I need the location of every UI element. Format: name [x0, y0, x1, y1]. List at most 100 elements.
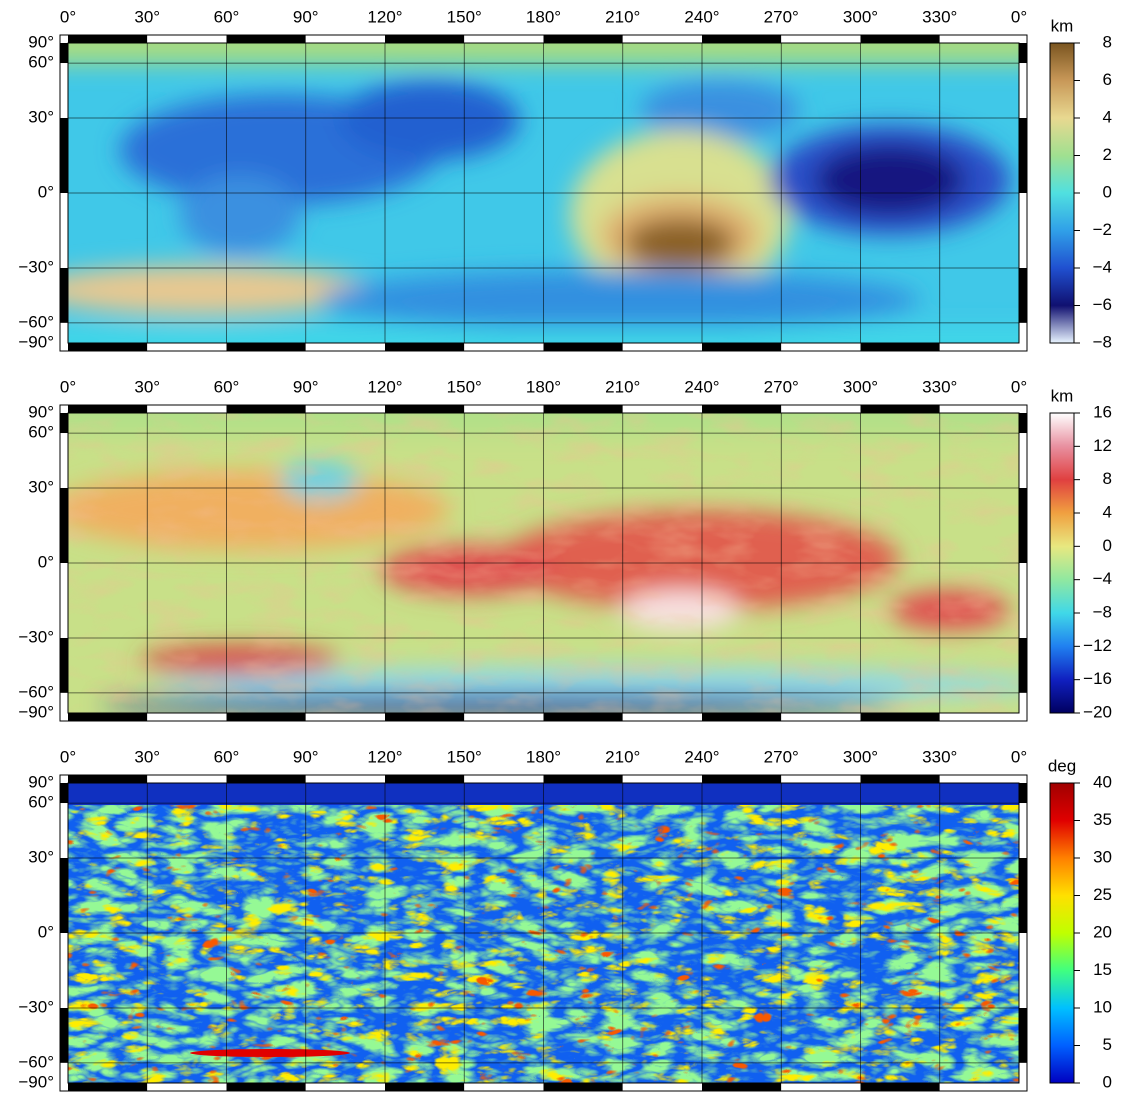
frame-band: [227, 35, 306, 43]
colorbar-tick-label: 8: [1103, 32, 1112, 51]
frame-band: [227, 405, 306, 413]
map-image: [40, 395, 1050, 715]
x-tick-label: 210°: [605, 7, 640, 26]
frame-band: [1019, 693, 1027, 713]
frame-band: [464, 35, 543, 43]
y-tick-label: −30°: [18, 257, 54, 276]
frame-band: [60, 1008, 68, 1063]
x-tick-label: 120°: [367, 7, 402, 26]
frame-band: [623, 343, 702, 351]
frame-band: [60, 783, 68, 803]
frame-band: [1019, 413, 1027, 433]
frame-band: [702, 713, 781, 721]
x-tick-label: 270°: [764, 377, 799, 396]
colorbar-unit: deg: [1048, 756, 1076, 775]
frame-band: [1019, 1008, 1027, 1063]
frame-band: [702, 1083, 781, 1091]
x-tick-label: 30°: [134, 377, 160, 396]
colorbar-tick-label: 8: [1103, 469, 1112, 488]
colorbar-unit: km: [1051, 386, 1074, 405]
frame-band: [147, 35, 226, 43]
frame-band: [306, 35, 385, 43]
frame-band: [306, 775, 385, 783]
frame-band: [60, 193, 68, 268]
frame-band: [60, 63, 68, 118]
colorbar-tick-label: 6: [1103, 70, 1112, 89]
frame-band: [60, 43, 68, 63]
colorbar-tick-label: 25: [1093, 885, 1112, 904]
x-tick-label: 30°: [134, 747, 160, 766]
frame-band: [1019, 783, 1027, 803]
colorbar-tick-label: −20: [1083, 702, 1112, 721]
frame-band: [1019, 803, 1027, 858]
frame-band: [227, 343, 306, 351]
y-tick-label: 30°: [28, 477, 54, 496]
frame-band: [147, 1083, 226, 1091]
frame-band: [1019, 1063, 1027, 1083]
frame-band: [861, 775, 940, 783]
x-tick-label: 0°: [1011, 377, 1027, 396]
frame-band: [1019, 323, 1027, 343]
x-tick-label: 120°: [367, 747, 402, 766]
x-tick-label: 240°: [684, 7, 719, 26]
x-tick-label: 270°: [764, 7, 799, 26]
colorbar-tick-label: 40: [1093, 772, 1112, 791]
frame-band: [1019, 488, 1027, 563]
frame-band: [544, 775, 623, 783]
colorbar-tick-label: 5: [1103, 1035, 1112, 1054]
x-tick-label: 150°: [447, 7, 482, 26]
frame-band: [385, 775, 464, 783]
frame-band: [60, 488, 68, 563]
y-tick-label: −60°: [18, 312, 54, 331]
frame-band: [940, 405, 1019, 413]
x-tick-label: 150°: [447, 747, 482, 766]
frame-band: [60, 563, 68, 638]
x-tick-label: 60°: [214, 7, 240, 26]
frame-band: [385, 35, 464, 43]
frame-band: [1019, 43, 1027, 63]
y-tick-label: 0°: [38, 922, 54, 941]
colorbar-tick-label: 2: [1103, 145, 1112, 164]
frame-band: [60, 118, 68, 193]
x-tick-label: 150°: [447, 377, 482, 396]
x-tick-label: 300°: [843, 747, 878, 766]
frame-band: [227, 775, 306, 783]
frame-band: [702, 343, 781, 351]
frame-band: [623, 713, 702, 721]
frame-band: [385, 1083, 464, 1091]
frame-band: [861, 405, 940, 413]
x-tick-label: 0°: [60, 7, 76, 26]
frame-band: [544, 713, 623, 721]
frame-band: [464, 343, 543, 351]
y-tick-label: 90°: [28, 32, 54, 51]
colorbar-tick-label: 30: [1093, 847, 1112, 866]
frame-band: [544, 343, 623, 351]
frame-band: [306, 1083, 385, 1091]
x-tick-label: 0°: [60, 747, 76, 766]
x-tick-label: 240°: [684, 747, 719, 766]
frame-band: [68, 1083, 147, 1091]
colorbar-tick-label: 10: [1093, 997, 1112, 1016]
x-tick-label: 210°: [605, 377, 640, 396]
colorbar-tick-label: −8: [1093, 332, 1112, 351]
x-tick-label: 0°: [1011, 7, 1027, 26]
frame-band: [147, 775, 226, 783]
frame-band: [861, 1083, 940, 1091]
x-tick-label: 180°: [526, 377, 561, 396]
frame-band: [464, 405, 543, 413]
colorbar-tick-label: −16: [1083, 669, 1112, 688]
frame-band: [940, 1083, 1019, 1091]
frame-band: [60, 413, 68, 433]
x-tick-label: 330°: [922, 747, 957, 766]
y-tick-label: 60°: [28, 793, 54, 812]
x-tick-label: 60°: [214, 747, 240, 766]
frame-band: [68, 343, 147, 351]
frame-band: [1019, 433, 1027, 488]
frame-band: [544, 1083, 623, 1091]
colorbar-tick-label: −4: [1093, 257, 1112, 276]
frame-band: [1019, 268, 1027, 323]
frame-band: [68, 35, 147, 43]
x-tick-label: 180°: [526, 7, 561, 26]
y-tick-label: 30°: [28, 847, 54, 866]
y-tick-label: −30°: [18, 627, 54, 646]
